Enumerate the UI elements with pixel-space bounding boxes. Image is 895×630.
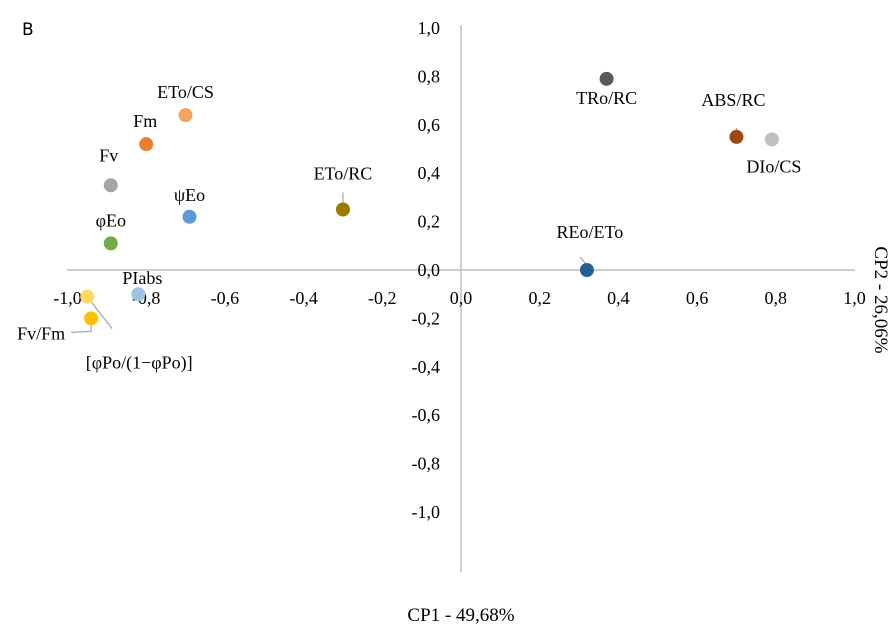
x-axis-title: CP1 - 49,68% bbox=[407, 605, 514, 626]
label-piabs: PIabs bbox=[122, 268, 162, 288]
label-fm: Fm bbox=[133, 111, 157, 131]
point-tro-rc bbox=[599, 71, 614, 86]
point-piabs bbox=[131, 287, 146, 302]
y-tick-label: 0,0 bbox=[418, 260, 441, 280]
label-po-1-po: [φPo/(1−φPo)] bbox=[86, 353, 193, 374]
label-tro-rc: TRo/RC bbox=[576, 88, 637, 108]
x-tick-label: -0,4 bbox=[289, 288, 318, 308]
label-reo-eto: REo/ETo bbox=[557, 222, 624, 242]
label-eo: ψEo bbox=[174, 185, 205, 205]
x-tick-labels: -1,0 -0,8 -0,6 -0,4 -0,2 0,0 0,2 0,4 0,6 0,8 1,0 bbox=[53, 288, 866, 308]
label-abs-rc: ABS/RC bbox=[701, 90, 765, 110]
y-tick-label: 0,2 bbox=[418, 212, 441, 232]
point-eto-cs bbox=[178, 108, 193, 123]
point-fv-fm bbox=[84, 311, 99, 326]
y-axis-title: CP2 - 26,06% bbox=[870, 246, 891, 353]
point-eo bbox=[103, 236, 118, 251]
panel-letter: B bbox=[22, 20, 34, 40]
label-eo: φEo bbox=[96, 210, 126, 230]
point-fv bbox=[103, 178, 118, 193]
y-tick-label: -0,2 bbox=[412, 308, 441, 328]
label-fv-fm: Fv/Fm bbox=[17, 323, 65, 343]
point-reo-eto bbox=[579, 263, 594, 277]
y-tick-labels: 1,0 0,8 0,6 0,4 0,2 0,0 -0,2 -0,4 -0,6 -0,8 -1,0 bbox=[412, 18, 441, 522]
x-tick-label: 0,8 bbox=[765, 288, 788, 308]
leader-line-po-1-po bbox=[89, 300, 113, 329]
x-tick-label: -0,6 bbox=[211, 288, 240, 308]
x-tick-label: 1,0 bbox=[843, 288, 866, 308]
y-tick-label: 1,0 bbox=[418, 18, 441, 38]
label-eto-rc: ETo/RC bbox=[314, 164, 373, 184]
y-tick-label: -0,4 bbox=[412, 357, 441, 377]
point-abs-rc bbox=[729, 129, 744, 144]
y-tick-label: 0,8 bbox=[418, 66, 441, 86]
label-dio-cs: DIo/CS bbox=[746, 156, 801, 176]
x-tick-label: 0,2 bbox=[528, 288, 551, 308]
x-tick-label: -0,2 bbox=[368, 288, 397, 308]
point-eo bbox=[182, 209, 197, 224]
y-tick-label: -1,0 bbox=[412, 502, 441, 522]
point-dio-cs bbox=[764, 132, 779, 147]
leader-lines bbox=[71, 127, 738, 333]
y-tick-label: -0,6 bbox=[412, 405, 441, 425]
label-fv: Fv bbox=[99, 145, 118, 165]
point-eto-rc bbox=[335, 202, 350, 217]
x-tick-label: 0,0 bbox=[450, 288, 473, 308]
data-points bbox=[80, 71, 779, 326]
y-tick-label: 0,4 bbox=[418, 163, 441, 183]
point-po-1-po bbox=[80, 289, 95, 304]
point-fm bbox=[139, 137, 154, 152]
label-eto-cs: ETo/CS bbox=[157, 82, 214, 102]
x-tick-label: 0,6 bbox=[686, 288, 709, 308]
x-tick-label: 0,4 bbox=[607, 288, 630, 308]
y-tick-label: -0,8 bbox=[412, 454, 441, 474]
x-tick-label: -1,0 bbox=[53, 288, 82, 308]
y-tick-label: 0,6 bbox=[418, 115, 441, 135]
